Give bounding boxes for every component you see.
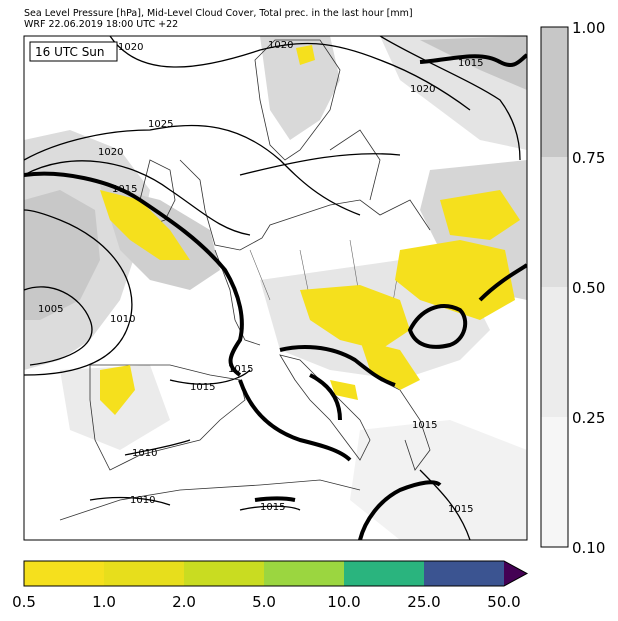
isobar-1025 bbox=[24, 124, 361, 216]
precip-area-italy bbox=[330, 380, 358, 400]
isobar-label: 1015 bbox=[228, 364, 253, 375]
isobar-label: 1015 bbox=[260, 502, 285, 513]
precip-bin-6 bbox=[424, 561, 504, 586]
valid-time-label: 16 UTC Sun bbox=[35, 45, 105, 59]
cloud-bin-1 bbox=[541, 27, 568, 157]
isobar-1020-central bbox=[239, 153, 401, 176]
precipitation-layer bbox=[100, 45, 520, 415]
cloud-tick-label: 0.25 bbox=[572, 409, 605, 427]
precip-bin-extend bbox=[504, 561, 527, 586]
isobar-label: 1020 bbox=[268, 40, 293, 51]
map-frame bbox=[23, 35, 528, 541]
isobar-1015-africa bbox=[239, 505, 301, 511]
cloud-area-north-dense bbox=[420, 36, 527, 90]
precip-bin-1 bbox=[24, 561, 104, 586]
cloud-bin-4 bbox=[541, 417, 568, 547]
coastline-north-sea bbox=[179, 159, 431, 251]
cloud-tick-label: 0.50 bbox=[572, 279, 605, 297]
isobar-label: 1010 bbox=[130, 495, 155, 506]
isobar-label: 1015 bbox=[458, 58, 483, 69]
cloud-cover-colorbar: 1.00 0.75 0.50 0.25 0.10 bbox=[540, 19, 605, 557]
chart-title: Sea Level Pressure [hPa], Mid-Level Clou… bbox=[24, 8, 413, 19]
cloud-colorbar-frame bbox=[540, 26, 569, 548]
isobar-1010-south bbox=[124, 439, 191, 456]
coastline-iberia bbox=[89, 364, 246, 471]
isobar-1015-se bbox=[419, 469, 471, 540]
precip-tick-label: 5.0 bbox=[252, 593, 276, 611]
isobar-1015-iberia bbox=[169, 369, 251, 385]
isobar-1015-balkan-loop bbox=[407, 304, 468, 349]
precip-tick-label: 2.0 bbox=[172, 593, 196, 611]
isobar-1015-tyrrhenian bbox=[238, 379, 352, 462]
precip-tick-label: 50.0 bbox=[487, 593, 520, 611]
precip-colorbar: 0.5 1.0 2.0 5.0 10.0 25.0 50.0 bbox=[12, 560, 529, 611]
precip-tick-label: 1.0 bbox=[92, 593, 116, 611]
isobar-1005 bbox=[24, 286, 93, 366]
isobar-1010-low bbox=[24, 209, 133, 376]
cloud-area-med bbox=[350, 420, 527, 540]
isobar-1010-africa bbox=[89, 496, 171, 506]
cloud-bin-2 bbox=[541, 157, 568, 287]
cloud-tick-label: 1.00 bbox=[572, 19, 605, 37]
cloud-area-norway bbox=[260, 36, 340, 140]
isobar-label: 1010 bbox=[132, 448, 157, 459]
cloud-bin-3 bbox=[541, 287, 568, 417]
precip-bin-2 bbox=[104, 561, 184, 586]
valid-time-box bbox=[29, 41, 118, 62]
precip-area-norway bbox=[296, 45, 315, 65]
isobar-1015-east bbox=[478, 263, 527, 302]
isobar-1020-west bbox=[24, 160, 251, 236]
isobar-1020-ne bbox=[379, 36, 521, 161]
isobar-label: 1020 bbox=[118, 42, 143, 53]
isobar-label: 1015 bbox=[412, 420, 437, 431]
isobar-label: 1015 bbox=[448, 504, 473, 515]
isobars bbox=[24, 36, 521, 540]
isobar-label: 1010 bbox=[110, 314, 135, 325]
precip-bin-5 bbox=[344, 561, 424, 586]
precip-colorbar-frame bbox=[23, 560, 529, 587]
isobar-label: 1015 bbox=[112, 184, 137, 195]
map-panel[interactable]: 1020 1020 1015 1020 1025 1020 1015 1005 … bbox=[24, 36, 527, 540]
coastline-balkans bbox=[379, 379, 431, 471]
coastline-north-africa bbox=[59, 479, 361, 521]
isobar-1015-ionian bbox=[358, 480, 442, 540]
precip-area-poland bbox=[440, 190, 520, 240]
precip-area-biscay bbox=[100, 190, 190, 260]
isobar-1015-west bbox=[24, 171, 244, 377]
country-borders bbox=[249, 239, 401, 331]
precip-bin-3 bbox=[184, 561, 264, 586]
isobar-label: 1005 bbox=[38, 304, 63, 315]
isobar-labels: 1020 1020 1015 1020 1025 1020 1015 1005 … bbox=[38, 40, 483, 515]
isobar-label: 1020 bbox=[410, 84, 435, 95]
isobar-1020-north bbox=[109, 36, 471, 111]
precip-tick-label: 25.0 bbox=[407, 593, 440, 611]
precip-tick-label: 10.0 bbox=[327, 593, 360, 611]
coastline-france-west bbox=[214, 249, 261, 346]
cloud-area-atlantic-dense bbox=[24, 190, 100, 320]
precip-area-iberia bbox=[100, 365, 135, 415]
isobar-1015-adriatic bbox=[309, 373, 342, 421]
run-info: WRF 22.06.2019 18:00 UTC +22 bbox=[24, 19, 179, 30]
isobar-label: 1020 bbox=[98, 147, 123, 158]
cloud-tick-label: 0.10 bbox=[572, 539, 605, 557]
precip-area-balkans bbox=[360, 340, 420, 390]
isobars-bold bbox=[24, 53, 527, 540]
coastline-baltic bbox=[329, 129, 381, 201]
isobar-1015-north bbox=[419, 53, 527, 67]
isobar-label: 1015 bbox=[190, 382, 215, 393]
isobar-label: 1025 bbox=[148, 119, 173, 130]
cloud-tick-label: 0.75 bbox=[572, 149, 605, 167]
precip-bin-4 bbox=[264, 561, 344, 586]
coastline-scandinavia bbox=[254, 39, 341, 161]
precip-tick-label: 0.5 bbox=[12, 593, 36, 611]
isobar-1015-libya bbox=[254, 496, 296, 502]
precip-area-east-europe bbox=[395, 240, 515, 320]
isobar-1015-italy-north bbox=[279, 345, 396, 387]
precip-area-alps bbox=[300, 285, 410, 350]
